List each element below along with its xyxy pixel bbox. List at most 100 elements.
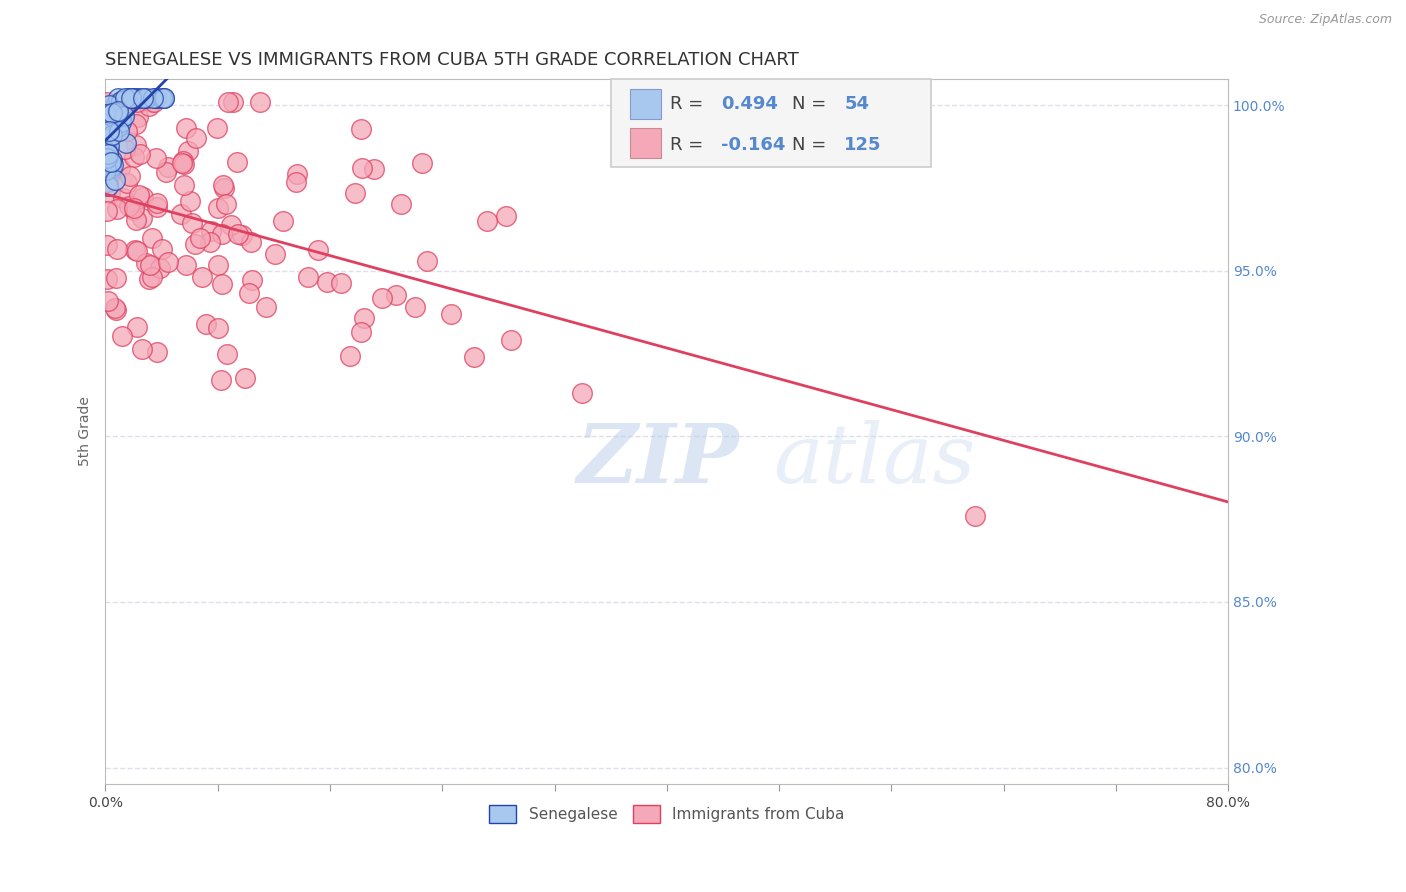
Point [285,167,308,181]
Point [122,201,145,215]
Point [120,91,142,105]
Point [440,308,463,322]
Point [96,162,118,177]
Point [180,216,202,230]
Point [135,256,157,270]
Point [125,244,148,259]
Point [249,95,271,109]
Point [211,227,233,241]
Point [477,213,499,227]
Point [212,181,235,195]
Point [111,329,134,343]
Point [207,258,229,272]
Point [184,237,207,252]
Point [463,350,485,364]
Point [112,109,135,123]
Point [96,137,118,152]
Point [198,235,221,249]
Point [96,157,118,171]
Point [103,105,125,120]
Point [155,165,177,179]
Point [96,175,118,189]
Point [200,224,222,238]
Point [101,158,124,172]
Point [125,95,148,109]
Point [194,318,217,332]
Point [98,139,121,153]
Text: 0.494: 0.494 [721,95,778,113]
Point [239,235,262,250]
Point [114,95,136,110]
Point [107,124,129,138]
Point [371,291,394,305]
Text: 54: 54 [844,95,869,113]
Point [97,147,120,161]
Point [174,121,197,136]
Point [128,187,150,202]
Point [124,243,146,257]
Point [221,95,243,109]
Point [179,194,201,208]
Point [170,156,193,170]
Point [138,99,160,113]
Point [352,161,374,175]
Point [172,154,194,169]
Point [110,115,132,129]
Y-axis label: 5th Grade: 5th Grade [79,396,93,467]
Point [104,301,127,315]
Point [240,273,263,287]
Point [153,91,176,105]
Point [363,162,385,177]
Point [115,136,138,150]
Point [122,91,145,105]
Point [149,261,172,276]
Point [226,155,249,169]
Point [97,98,120,112]
Point [129,146,152,161]
Point [97,111,120,125]
Point [219,218,242,232]
Point [97,113,120,128]
Point [404,301,426,315]
Point [207,320,229,334]
Point [105,242,128,256]
Point [96,151,118,165]
Point [107,202,129,217]
Point [110,94,132,108]
Point [138,258,160,272]
Point [122,203,145,218]
Point [117,124,139,138]
Point [141,95,163,109]
Point [108,95,131,109]
Point [271,214,294,228]
Point [120,91,142,105]
Point [117,199,139,213]
Point [499,333,522,347]
Point [104,97,127,112]
Point [571,386,593,401]
Point [416,253,439,268]
Point [125,138,148,153]
Point [145,151,167,165]
Point [108,161,131,175]
Point [105,105,128,120]
Point [191,269,214,284]
Point [128,91,150,105]
Point [124,150,146,164]
Point [131,211,153,226]
Point [100,153,122,167]
Point [145,91,167,105]
Point [131,342,153,356]
Point [107,103,129,118]
Point [100,101,122,115]
Point [186,130,208,145]
Point [156,161,179,175]
Point [145,91,167,105]
Point [97,124,120,138]
Point [97,145,120,160]
Point [411,156,433,170]
Point [254,300,277,314]
Point [153,91,176,105]
FancyBboxPatch shape [610,78,931,167]
Point [142,91,165,105]
